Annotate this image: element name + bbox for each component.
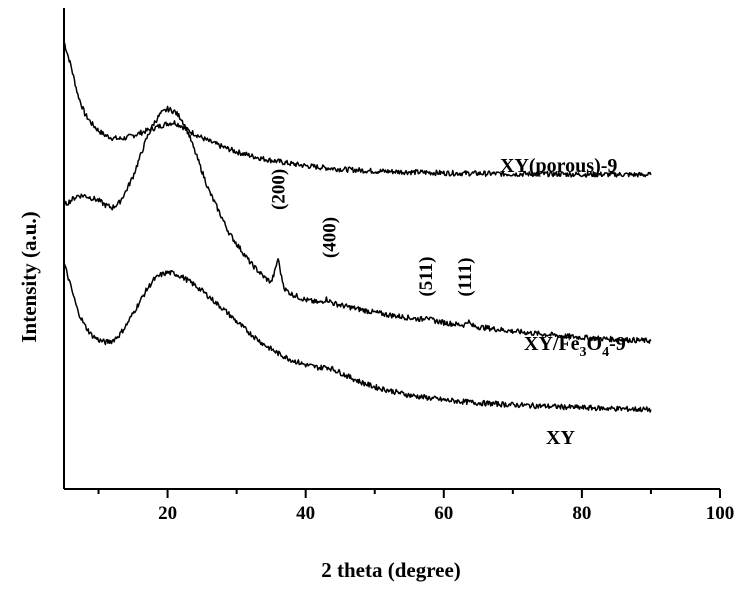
annotation-layer: (200) (400) (511) (111): [268, 169, 475, 297]
peak-annotation: (400): [320, 217, 341, 258]
x-tick-label: 100: [706, 503, 735, 524]
label-part: O: [587, 333, 603, 355]
label-subscript: 3: [580, 345, 587, 360]
label-part: XY/Fe: [524, 333, 580, 355]
y-axis-title: Intensity (a.u.): [17, 211, 41, 342]
plot-area: (200) (400) (511) (111) XY(porous)-9 XY/Fe3O…: [63, 41, 652, 449]
axes: 20 40 60 80 100: [63, 8, 735, 524]
series-line-xy-porous-9: [63, 41, 652, 178]
x-tick-label: 20: [158, 503, 177, 524]
x-ticks: 20 40 60 80 100: [97, 489, 735, 524]
series-line-xy: [63, 262, 652, 413]
series-layer: [63, 41, 652, 413]
peak-annotation: (511): [416, 256, 437, 296]
label-part: -9: [609, 333, 626, 355]
peak-annotation: (200): [268, 169, 289, 210]
label-subscript: 4: [602, 345, 609, 360]
series-label-xy: XY: [546, 427, 575, 449]
x-axis-title: 2 theta (degree): [321, 558, 461, 582]
x-tick-label: 80: [572, 503, 591, 524]
x-tick-label: 60: [434, 503, 453, 524]
peak-annotation: (111): [455, 258, 476, 297]
series-line-xy-fe3o4-9: [63, 105, 652, 344]
series-label-layer: XY(porous)-9 XY/Fe3O4-9 XY: [500, 155, 626, 449]
x-tick-label: 40: [296, 503, 315, 524]
series-label-xy-fe3o4-9: XY/Fe3O4-9: [524, 333, 626, 360]
series-label-xy-porous-9: XY(porous)-9: [500, 155, 617, 177]
